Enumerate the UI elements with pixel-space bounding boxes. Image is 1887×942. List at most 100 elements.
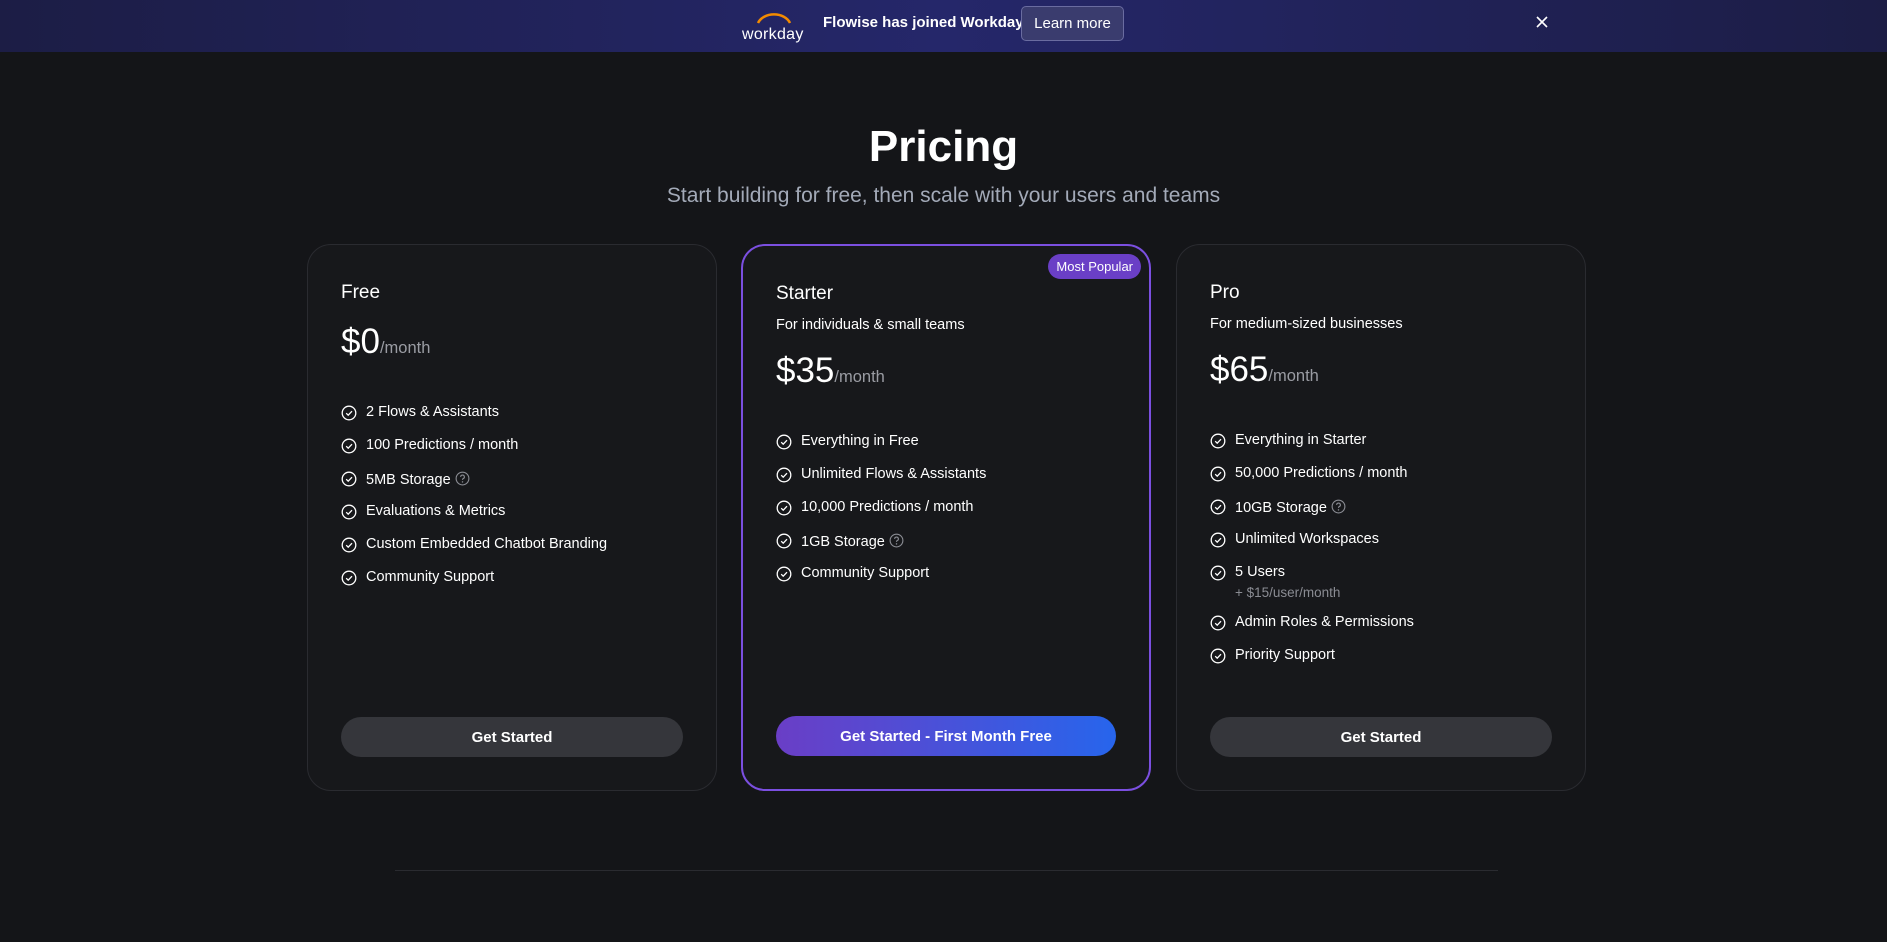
feature-text: 10,000 Predictions / month: [801, 499, 974, 515]
price-amount: $35: [776, 351, 835, 390]
feature: Unlimited Flows & Assistants: [776, 466, 1116, 485]
check-icon: [776, 500, 792, 516]
check-icon: [776, 467, 792, 483]
feature: 1GB Storage: [776, 532, 1116, 551]
feature: 50,000 Predictions / month: [1210, 465, 1552, 484]
feature-text: 2 Flows & Assistants: [366, 404, 499, 420]
check-icon: [776, 533, 792, 549]
close-button[interactable]: [1534, 14, 1550, 30]
feature-text: 5 Users + $15/user/month: [1235, 564, 1340, 600]
title: Pricing: [868, 122, 1019, 171]
check-icon: [341, 438, 357, 454]
price-period: /month: [834, 368, 885, 386]
feature-text: Admin Roles & Permissions: [1235, 614, 1414, 630]
feature-text: 50,000 Predictions / month: [1235, 465, 1408, 481]
learn-more-button[interactable]: Learn more: [1021, 6, 1124, 41]
feature-label: Everything in Starter: [1235, 432, 1367, 448]
plan-description: For medium-sized businesses: [1210, 316, 1403, 332]
feature-label: 10GB Storage: [1235, 500, 1327, 516]
plan-name: Free: [341, 282, 381, 303]
plan-card: Free $0/month 2 Flows & Assistants 100 Pred…: [307, 244, 717, 791]
feature-label: Priority Support: [1235, 647, 1335, 663]
check-icon: [776, 566, 792, 582]
plan-name: Pro: [1210, 282, 1240, 303]
feature: 5 Users + $15/user/month: [1210, 564, 1552, 600]
badge: Most Popular: [1048, 254, 1141, 279]
check-icon: [1210, 466, 1226, 482]
subtitle: Start building for free, then scale with…: [666, 184, 1221, 207]
feature-text: Everything in Free: [801, 433, 919, 449]
feature: Evaluations & Metrics: [341, 503, 683, 522]
feature-text: Unlimited Flows & Assistants: [801, 466, 986, 482]
feature: 5MB Storage: [341, 470, 683, 489]
feature-text: Evaluations & Metrics: [366, 503, 505, 519]
feature: Custom Embedded Chatbot Branding: [341, 536, 683, 555]
feature-text: Community Support: [801, 565, 929, 581]
feature: Admin Roles & Permissions: [1210, 614, 1552, 633]
price: $35/month: [776, 351, 1116, 391]
get-started-button[interactable]: Get Started - First Month Free: [776, 716, 1116, 756]
check-icon: [1210, 499, 1226, 515]
feature-list: Everything in Starter 50,000 Predictions …: [1210, 432, 1552, 666]
feature: 100 Predictions / month: [341, 437, 683, 456]
price: $65/month: [1210, 350, 1552, 390]
check-icon: [1210, 433, 1226, 449]
feature-text: Priority Support: [1235, 647, 1335, 663]
banner: workday Flowise has joined Workday Learn…: [0, 0, 1887, 52]
plan-card: Most Popular Starter For individuals & sma…: [741, 244, 1151, 791]
feature-text: 10GB Storage: [1235, 498, 1355, 516]
check-icon: [341, 570, 357, 586]
feature: Everything in Free: [776, 433, 1116, 452]
feature: 10GB Storage: [1210, 498, 1552, 517]
divider: [395, 870, 1498, 871]
price-amount: $0: [341, 322, 380, 361]
feature: 2 Flows & Assistants: [341, 404, 683, 423]
feature: Unlimited Workspaces: [1210, 531, 1552, 550]
check-icon: [341, 537, 357, 553]
feature-label: 5 Users: [1235, 564, 1285, 580]
check-icon: [341, 471, 357, 487]
feature-label: Community Support: [801, 565, 930, 581]
feature-label: Unlimited Flows & Assistants: [801, 466, 987, 482]
feature-label: 50,000 Predictions / month: [1235, 465, 1408, 481]
check-icon: [1210, 532, 1226, 548]
check-icon: [1210, 615, 1226, 631]
check-icon: [776, 434, 792, 450]
feature-text: Community Support: [366, 569, 494, 585]
feature-label: 1GB Storage: [801, 534, 885, 550]
feature-label: 2 Flows & Assistants: [366, 404, 499, 420]
price: $0/month: [341, 322, 683, 362]
feature-label: 100 Predictions / month: [366, 437, 519, 453]
get-started-button[interactable]: Get Started: [1210, 717, 1552, 757]
feature: Community Support: [776, 565, 1116, 584]
feature: Community Support: [341, 569, 683, 588]
feature-text: Everything in Starter: [1235, 432, 1366, 448]
feature-label: 10,000 Predictions / month: [801, 499, 974, 515]
banner-text: Flowise has joined Workday: [823, 14, 1024, 31]
plan-name: Starter: [776, 283, 834, 304]
feature-text: 1GB Storage: [801, 532, 913, 550]
check-icon: [1210, 565, 1226, 581]
plan-description: For individuals & small teams: [776, 317, 965, 333]
feature-text: Unlimited Workspaces: [1235, 531, 1379, 547]
feature-label: Admin Roles & Permissions: [1235, 614, 1414, 630]
price-period: /month: [1268, 367, 1319, 385]
check-icon: [1210, 648, 1226, 664]
check-icon: [341, 405, 357, 421]
get-started-button[interactable]: Get Started: [341, 717, 683, 757]
feature-text: Custom Embedded Chatbot Branding: [366, 536, 607, 552]
feature-label: Everything in Free: [801, 433, 919, 449]
price-period: /month: [379, 339, 431, 357]
logo-arc: [756, 13, 792, 24]
feature-label: Evaluations & Metrics: [366, 503, 506, 519]
check-icon: [341, 504, 357, 520]
logo-text: workday: [742, 26, 804, 43]
feature-list: Everything in Free Unlimited Flows & Assi…: [776, 433, 1116, 584]
feature: Everything in Starter: [1210, 432, 1552, 451]
help-icon: [1331, 499, 1346, 514]
plan-card: Pro For medium-sized businesses $65/month E…: [1176, 244, 1586, 791]
logo[interactable]: workday: [742, 10, 806, 44]
help-icon: [455, 471, 470, 486]
feature-label: Custom Embedded Chatbot Branding: [366, 536, 608, 552]
